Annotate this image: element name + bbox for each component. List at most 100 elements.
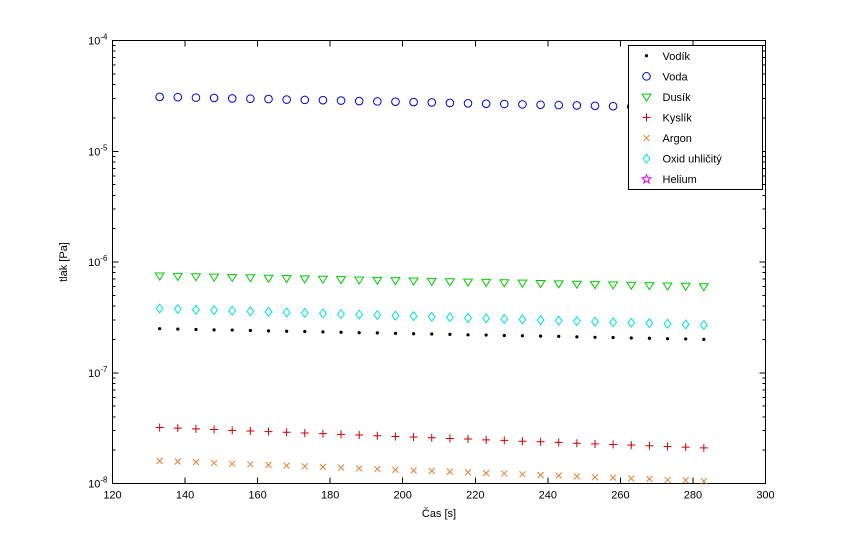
argon-marker [319,463,327,471]
argon-marker [283,462,290,469]
dusik-marker [498,279,510,288]
kyslik-marker [409,432,418,441]
dusik-marker [462,278,474,288]
argon-marker [519,470,526,478]
argon-marker [228,460,236,468]
dusik-marker [535,280,546,289]
oxid-uhlicity-marker [572,315,581,327]
dusik-marker [571,280,583,290]
oxid-uhlicity-marker [264,306,273,318]
dusik-marker [372,276,383,286]
dusik-marker [154,272,165,281]
kyslik-marker [300,428,309,437]
vodik-marker [194,327,198,332]
dusik-marker [208,273,220,283]
oxid-uhlicity-marker [463,312,473,324]
legend-marker-argon [643,134,650,142]
y-tick-label: 10-7 [88,365,108,380]
oxid-uhlicity-marker [609,316,618,328]
oxid-uhlicity-marker [173,303,182,315]
voda-marker [427,98,437,107]
series-oxid-uhlicity [155,303,708,331]
dusik-marker [444,278,456,287]
vodik-marker [357,331,361,335]
dusik-marker [553,280,565,289]
y-tick-label: 10-6 [88,254,108,269]
x-tick-label: 220 [466,490,484,502]
argon-marker [482,469,490,477]
vodik-marker [212,328,216,332]
kyslik-marker [228,426,237,435]
legend-label-oxid-uhlicity: Oxid uhličitý [663,154,723,166]
kyslik-marker [482,435,491,444]
x-tick-label: 120 [103,490,121,502]
argon-marker [682,476,690,484]
oxid-uhlicity-marker [355,309,364,320]
voda-marker [227,94,237,103]
argon-marker [591,473,599,481]
y-tick-label: 10-5 [88,143,108,158]
kyslik-marker [609,440,618,449]
kyslik-marker [246,426,255,435]
voda-marker [173,92,183,102]
vodik-marker [629,336,633,340]
vodik-marker [593,335,597,339]
y-tick-label: 10-4 [88,33,108,48]
argon-marker [174,458,182,465]
vodik-marker [339,330,343,334]
legend-label-vodik: Vodík [663,51,691,63]
kyslik-marker [282,428,291,437]
vodik-marker [266,329,271,333]
voda-marker [518,100,527,109]
dusik-marker [607,281,619,290]
legend-label-voda: Voda [663,71,689,83]
oxid-uhlicity-marker [210,304,219,316]
y-axis-label: tlak [Pa] [58,242,70,282]
voda-marker [391,97,400,107]
voda-marker [481,99,491,108]
legend-marker-kyslik [642,113,651,122]
legend: Vodík Voda Dusík Kyslík Argon Oxid uhličitý He… [628,45,763,190]
dusik-marker [299,275,311,284]
vodik-marker [684,337,688,341]
kyslik-marker [191,424,200,433]
dusik-marker [190,273,202,282]
kyslik-marker [572,439,581,448]
dusik-marker [662,282,673,291]
dusik-marker [480,278,492,288]
kyslik-marker [391,432,400,441]
legend-marker-dusik [641,93,652,103]
dusik-marker [698,283,710,292]
dusik-marker [245,274,256,283]
argon-marker [392,466,399,474]
series-argon [156,457,708,485]
voda-marker [572,101,582,110]
legend-label-kyslik: Kyslík [663,113,693,125]
argon-marker [337,464,345,472]
kyslik-marker [500,436,509,445]
voda-marker [463,98,473,108]
dusik-marker [589,281,601,290]
legend-box [628,45,763,190]
vodik-marker [393,331,398,335]
dusik-marker [408,277,419,286]
vodik-marker [611,335,615,340]
voda-marker [318,95,328,105]
argon-marker [555,472,563,479]
oxid-uhlicity-marker [536,314,545,326]
series-voda [155,92,709,113]
x-tick-label: 200 [394,490,412,502]
oxid-uhlicity-marker [645,318,654,329]
vodik-marker [502,333,506,338]
kyslik-marker [264,427,273,436]
voda-marker [608,101,618,111]
oxid-uhlicity-marker [300,307,309,319]
argon-marker [646,475,653,483]
x-tick-label: 300 [756,490,774,502]
voda-marker [354,96,364,106]
argon-marker [265,461,272,469]
kyslik-marker [155,423,164,432]
oxid-uhlicity-marker [518,314,527,325]
